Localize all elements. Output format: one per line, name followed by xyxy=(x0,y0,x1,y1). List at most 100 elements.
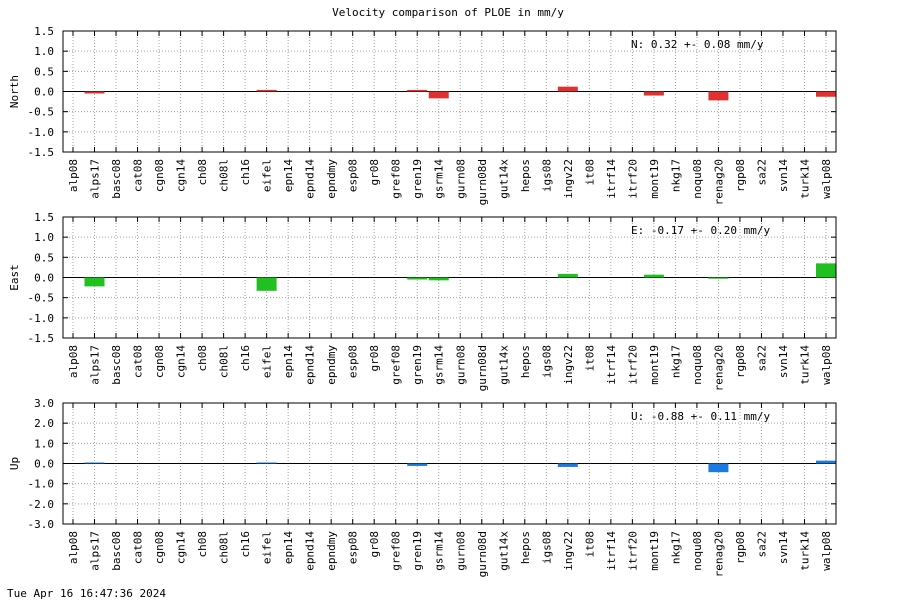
x-tick-label: it08 xyxy=(583,531,596,558)
x-tick-label: turk14 xyxy=(798,531,811,571)
plot-frame xyxy=(62,216,837,339)
bar-walp08 xyxy=(816,263,836,278)
y-axis-label: North xyxy=(8,75,21,108)
x-tick-label: eifel xyxy=(261,531,274,564)
x-tick-label: ch16 xyxy=(239,531,252,558)
chart-title: Velocity comparison of PLOE in mm/y xyxy=(332,6,564,19)
x-tick-label: gren19 xyxy=(411,159,424,199)
x-tick-label: gsrm14 xyxy=(433,531,446,571)
y-tick-label: -1.5 xyxy=(28,146,55,159)
x-tick-label: hepos xyxy=(519,531,532,564)
y-tick-label: 1.0 xyxy=(34,231,54,244)
x-tick-label: renag20 xyxy=(712,345,725,391)
x-tick-label: gren19 xyxy=(411,345,424,385)
x-tick-label: cgn14 xyxy=(175,531,188,564)
y-tick-label: 1.0 xyxy=(34,437,54,450)
bar-alps17 xyxy=(84,91,105,94)
x-tick-label: turk14 xyxy=(798,345,811,385)
x-tick-label: itrf14 xyxy=(605,531,618,571)
x-tick-label: itrf20 xyxy=(626,531,639,571)
x-tick-label: nkg17 xyxy=(669,159,682,192)
x-tick-label: walp08 xyxy=(820,531,833,571)
stats-annotation: N: 0.32 +- 0.08 mm/y xyxy=(631,38,764,51)
x-tick-label: alps17 xyxy=(89,345,102,385)
y-tick-label: -1.0 xyxy=(28,312,55,325)
x-tick-label: gurn08d xyxy=(476,531,489,577)
bar-renag20 xyxy=(708,277,729,279)
panel-east: 1.5 1.0 0.5 0.0 -0.5 -1.0 -1.5 alp08 alps17 basc0… xyxy=(8,211,837,391)
y-tick-label: 1.5 xyxy=(34,211,54,224)
x-tick-label: it08 xyxy=(583,159,596,186)
x-tick-label: nkg17 xyxy=(669,531,682,564)
x-tick-label: sa22 xyxy=(755,531,768,558)
x-tick-label: epn14 xyxy=(282,159,295,192)
x-tick-label: svn14 xyxy=(777,345,790,378)
x-tick-label: alp08 xyxy=(67,159,80,192)
x-tick-label: gren19 xyxy=(411,531,424,571)
x-tick-label: gurn08d xyxy=(476,159,489,205)
panel-north: 1.5 1.0 0.5 0.0 -0.5 -1.0 -1.5 alp08 alps17 basc0… xyxy=(8,25,837,205)
plot-frame xyxy=(62,402,837,525)
x-tick-label: sa22 xyxy=(755,345,768,372)
x-tick-label: rgp08 xyxy=(734,345,747,378)
x-tick-label: itrf14 xyxy=(605,159,618,199)
bar-gren19 xyxy=(407,463,428,466)
x-tick-label: ingv22 xyxy=(562,531,575,571)
x-tick-label: eifel xyxy=(261,159,274,192)
x-tick-label: gref08 xyxy=(390,531,403,571)
y-axis-label: Up xyxy=(8,457,21,470)
stats-annotation: E: -0.17 +- 0.20 mm/y xyxy=(631,224,770,237)
x-tick-label: cat08 xyxy=(132,159,145,192)
timestamp-footer: Tue Apr 16 16:47:36 2024 xyxy=(7,587,166,600)
x-tick-label: esp08 xyxy=(347,159,360,192)
x-tick-label: mont19 xyxy=(648,531,661,571)
x-tick-label: mont19 xyxy=(648,345,661,385)
x-tick-label: rgp08 xyxy=(734,531,747,564)
x-tick-label: walp08 xyxy=(820,159,833,199)
x-tick-label: turk14 xyxy=(798,159,811,199)
x-tick-label: epndmy xyxy=(325,345,338,385)
x-tick-label: noqu08 xyxy=(691,159,704,199)
x-tick-label: ingv22 xyxy=(562,159,575,199)
x-tick-label: eifel xyxy=(261,345,274,378)
x-tick-label: gut14x xyxy=(497,159,510,199)
bar-renag20 xyxy=(708,463,729,473)
y-tick-label: 0.5 xyxy=(34,251,54,264)
x-tick-label: gref08 xyxy=(390,345,403,385)
x-tick-label: alps17 xyxy=(89,531,102,571)
bar-alps17 xyxy=(84,462,105,464)
x-tick-label: ch08l xyxy=(218,345,231,378)
x-tick-label: ch08 xyxy=(196,159,209,186)
bar-gren19 xyxy=(407,277,428,280)
x-tick-label: alps17 xyxy=(89,159,102,199)
x-tick-label: basc08 xyxy=(110,159,123,199)
x-tick-label: ch16 xyxy=(239,159,252,186)
x-tick-label: cat08 xyxy=(132,345,145,378)
x-tick-label: mont19 xyxy=(648,159,661,199)
x-tick-label: rgp08 xyxy=(734,159,747,192)
bar-gsrm14 xyxy=(428,91,449,99)
y-tick-label: -1.0 xyxy=(28,126,55,139)
x-tick-label: cgn08 xyxy=(153,345,166,378)
y-tick-label: 2.0 xyxy=(34,417,54,430)
x-tick-label: epnd14 xyxy=(304,159,317,199)
x-tick-label: noqu08 xyxy=(691,531,704,571)
bar-eifel xyxy=(256,277,277,291)
bar-walp08 xyxy=(816,460,836,464)
x-tick-label: gr08 xyxy=(368,159,381,186)
y-tick-label: 1.5 xyxy=(34,25,54,38)
bar-walp08 xyxy=(816,91,836,97)
y-tick-label: 3.0 xyxy=(34,397,54,410)
y-tick-label: -0.5 xyxy=(28,106,55,119)
x-tick-label: epnd14 xyxy=(304,345,317,385)
stats-annotation: U: -0.88 +- 0.11 mm/y xyxy=(631,410,770,423)
x-tick-label: epn14 xyxy=(282,531,295,564)
y-tick-label: 1.0 xyxy=(34,45,54,58)
x-tick-label: gsrm14 xyxy=(433,159,446,199)
x-tick-label: gsrm14 xyxy=(433,345,446,385)
x-tick-label: ch08 xyxy=(196,345,209,372)
x-tick-label: igs08 xyxy=(540,159,553,192)
x-tick-label: sa22 xyxy=(755,159,768,186)
x-tick-label: hepos xyxy=(519,345,532,378)
y-tick-label: 0.0 xyxy=(34,272,54,285)
